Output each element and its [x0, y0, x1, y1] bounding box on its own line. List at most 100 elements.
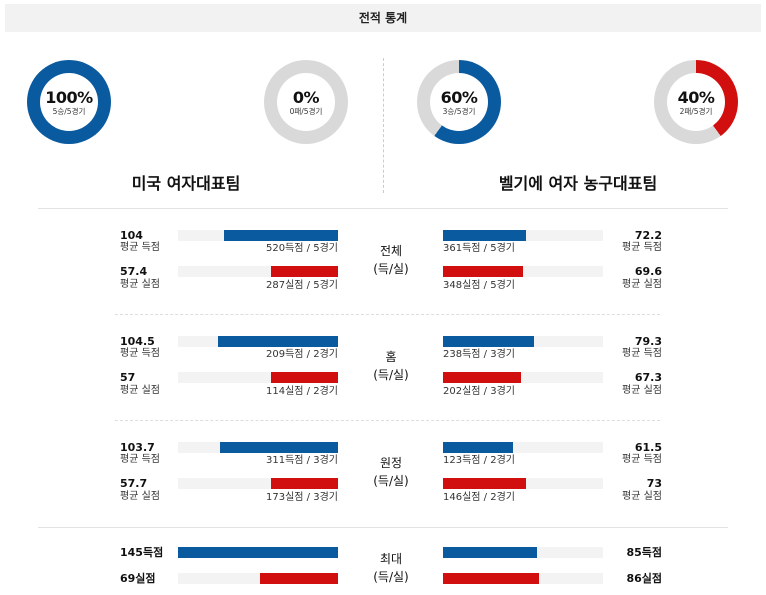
left-max-score-bar	[178, 547, 338, 558]
right-score-caption: 361득점 / 5경기	[443, 243, 515, 254]
right-score-label: 평균 득점	[622, 454, 662, 465]
team-name-right: 벨기에 여자 농구대표팀	[498, 174, 658, 193]
right-loss-rate-donut: 40% 2패/5경기	[654, 60, 738, 144]
left-lost-bar-track	[178, 478, 338, 489]
right-score-label: 평균 득점	[622, 348, 662, 359]
left-lost-caption: 114실점 / 2경기	[266, 386, 338, 397]
right-lost-bar-track	[443, 478, 603, 489]
left-score-caption: 520득점 / 5경기	[266, 243, 338, 254]
left-score-caption: 209득점 / 2경기	[266, 349, 338, 360]
donut-percent: 60%	[440, 87, 478, 107]
right-lost-caption: 146실점 / 2경기	[443, 492, 515, 503]
donut-record: 0패/5경기	[289, 106, 323, 116]
right-max-score-bar-track	[443, 547, 603, 558]
left-win-rate-donut: 100% 5승/5경기	[27, 60, 111, 144]
right-lost-label: 평균 실점	[622, 385, 662, 396]
left-score-caption: 311득점 / 3경기	[266, 455, 338, 466]
section-title: 전체	[379, 244, 403, 258]
right-max-score-value: 85득점	[626, 546, 662, 559]
left-lost-bar	[271, 372, 338, 383]
left-score-label: 평균 득점	[120, 454, 160, 465]
right-score-value: 72.2	[634, 229, 662, 242]
right-score-caption: 238득점 / 3경기	[443, 349, 515, 360]
section-title: 홈	[385, 350, 397, 364]
left-max-lost-bar	[260, 573, 338, 584]
right-score-bar	[443, 442, 513, 453]
right-score-label: 평균 득점	[622, 242, 662, 253]
left-score-bar-track	[178, 230, 338, 241]
left-max-lost-bar-track	[178, 573, 338, 584]
donut-percent: 40%	[677, 87, 715, 107]
left-lost-label: 평균 실점	[120, 491, 160, 502]
right-score-bar-track	[443, 442, 603, 453]
page-title: 전적 통계	[5, 4, 761, 32]
left-lost-bar	[271, 478, 338, 489]
right-max-lost-bar	[443, 573, 539, 584]
section-divider	[115, 314, 660, 315]
left-score-value: 104	[120, 229, 143, 242]
right-lost-bar	[443, 478, 526, 489]
right-lost-value: 73	[646, 477, 662, 490]
right-score-bar-track	[443, 230, 603, 241]
donut-record: 2패/5경기	[679, 106, 713, 116]
left-lost-label: 평균 실점	[120, 279, 160, 290]
left-max-score-bar-track	[178, 547, 338, 558]
right-lost-bar	[443, 372, 521, 383]
left-lost-caption: 287실점 / 5경기	[266, 280, 338, 291]
right-score-bar	[443, 336, 534, 347]
left-score-bar	[218, 336, 338, 347]
section-subtitle: (득/실)	[373, 474, 409, 488]
right-lost-label: 평균 실점	[622, 279, 662, 290]
left-score-bar	[224, 230, 338, 241]
right-lost-label: 평균 실점	[622, 491, 662, 502]
right-score-bar	[443, 230, 526, 241]
section-subtitle: (득/실)	[373, 368, 409, 382]
team-name-left: 미국 여자대표팀	[131, 174, 241, 193]
left-score-bar-track	[178, 336, 338, 347]
right-score-value: 79.3	[634, 335, 662, 348]
left-score-bar-track	[178, 442, 338, 453]
left-lost-value: 57.7	[120, 477, 148, 490]
left-max-lost-value: 69실점	[120, 572, 156, 585]
section-title: 원정	[379, 456, 403, 470]
left-lost-value: 57	[120, 371, 136, 384]
left-lost-bar-track	[178, 372, 338, 383]
donut-percent: 100%	[45, 87, 93, 107]
team-divider	[383, 58, 384, 193]
right-lost-value: 69.6	[634, 265, 662, 278]
donut-record: 3승/5경기	[442, 106, 476, 116]
right-max-lost-value: 86실점	[626, 572, 662, 585]
left-score-value: 103.7	[120, 441, 155, 454]
right-max-lost-bar-track	[443, 573, 603, 584]
section-divider	[38, 208, 728, 209]
right-max-score-bar	[443, 547, 537, 558]
left-loss-rate-donut: 0% 0패/5경기	[264, 60, 348, 144]
donut-record: 5승/5경기	[52, 106, 86, 116]
right-score-caption: 123득점 / 2경기	[443, 455, 515, 466]
section-divider	[38, 527, 728, 528]
right-lost-bar-track	[443, 372, 603, 383]
left-score-bar	[220, 442, 338, 453]
right-lost-bar-track	[443, 266, 603, 277]
section-subtitle: (득/실)	[373, 570, 409, 584]
right-lost-caption: 202실점 / 3경기	[443, 386, 515, 397]
donut-percent: 0%	[292, 87, 320, 107]
right-lost-value: 67.3	[634, 371, 662, 384]
left-lost-caption: 173실점 / 3경기	[266, 492, 338, 503]
left-score-value: 104.5	[120, 335, 155, 348]
section-subtitle: (득/실)	[373, 262, 409, 276]
left-lost-label: 평균 실점	[120, 385, 160, 396]
left-score-label: 평균 득점	[120, 242, 160, 253]
section-divider	[115, 420, 660, 421]
right-lost-caption: 348실점 / 5경기	[443, 280, 515, 291]
right-win-rate-donut: 60% 3승/5경기	[417, 60, 501, 144]
left-lost-bar	[271, 266, 338, 277]
left-score-label: 평균 득점	[120, 348, 160, 359]
right-score-bar-track	[443, 336, 603, 347]
left-lost-bar-track	[178, 266, 338, 277]
right-score-value: 61.5	[634, 441, 662, 454]
section-title: 최대	[379, 552, 403, 566]
right-lost-bar	[443, 266, 523, 277]
left-max-score-value: 145득점	[120, 546, 164, 559]
